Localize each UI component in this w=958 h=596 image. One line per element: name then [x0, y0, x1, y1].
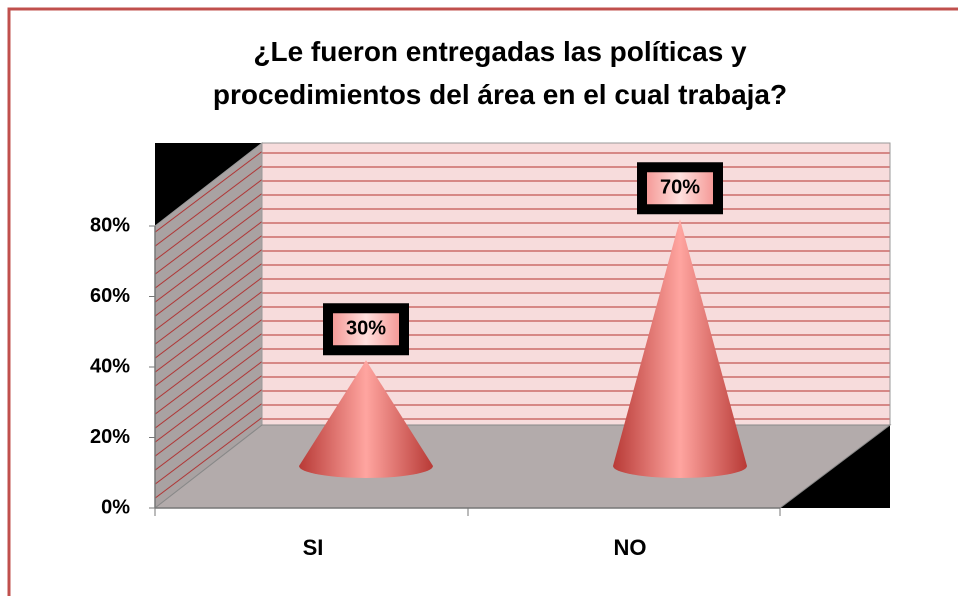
- data-label-bg: [333, 313, 399, 346]
- y-tick-label: 80%: [90, 214, 130, 236]
- cone: [299, 360, 433, 478]
- data-label: 30%: [346, 318, 386, 340]
- floor: [153, 424, 892, 509]
- y-tick-label: 20%: [90, 426, 130, 448]
- y-tick-label: 40%: [90, 355, 130, 377]
- data-label: 70%: [660, 177, 700, 199]
- y-tick-label: 60%: [90, 285, 130, 307]
- x-tick-label: SI: [303, 535, 324, 560]
- x-tick-label: NO: [614, 535, 647, 560]
- chart-title: ¿Le fueron entregadas las políticas y pr…: [212, 36, 788, 110]
- y-tick-label: 0%: [101, 496, 130, 518]
- cone: [613, 219, 747, 478]
- data-label-bg: [647, 172, 713, 205]
- frame: [7, 7, 958, 596]
